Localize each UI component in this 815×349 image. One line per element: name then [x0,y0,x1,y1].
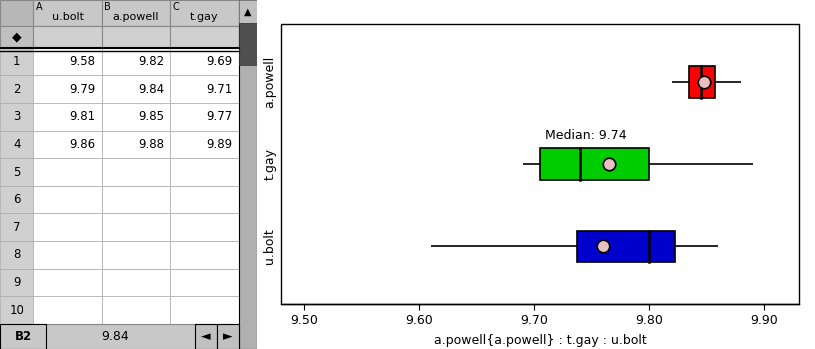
Text: 9: 9 [13,276,20,289]
Bar [0,324,46,349]
Text: Median: 9.74: Median: 9.74 [545,129,627,142]
Bar [170,48,239,75]
Bar [33,269,102,296]
Bar [102,48,170,75]
Text: a.powell: a.powell [112,12,159,22]
Bar [0,296,33,324]
Text: 9.86: 9.86 [69,138,95,151]
Bar [281,24,799,304]
Text: 9.84: 9.84 [102,330,130,343]
Bar [170,296,239,324]
Bar [102,26,170,48]
Bar [170,0,239,26]
Bar [102,296,170,324]
Bar [170,241,239,269]
Bar [170,26,239,48]
Bar [0,26,33,48]
Text: u.bolt: u.bolt [51,12,84,22]
Text: 6: 6 [13,193,20,206]
Bar [33,131,102,158]
Text: A: A [36,1,42,12]
Bar [0,186,33,214]
Text: 9.71: 9.71 [206,83,232,96]
Bar [170,103,239,131]
Text: 9.88: 9.88 [138,138,164,151]
Text: 9.79: 9.79 [69,83,95,96]
Text: ◆: ◆ [12,30,21,44]
Text: 9.89: 9.89 [206,138,232,151]
Bar [102,158,170,186]
Bar [102,214,170,241]
Bar [217,324,239,349]
Text: 1: 1 [13,55,20,68]
Bar [0,103,33,131]
Bar [0,158,33,186]
Bar [33,241,102,269]
Bar [170,131,239,158]
Bar [102,131,170,158]
Text: 9.85: 9.85 [138,110,164,123]
Bar [170,75,239,103]
Text: ▲: ▲ [244,6,252,16]
Text: 2: 2 [13,83,20,96]
Text: t.gay: t.gay [190,12,219,22]
X-axis label: a.powell{a.powell} : t.gay : u.bolt: a.powell{a.powell} : t.gay : u.bolt [434,334,646,347]
Bar [33,75,102,103]
Bar [170,214,239,241]
Bar [102,103,170,131]
Bar [540,148,650,180]
Bar [239,23,257,65]
Bar [102,241,170,269]
Text: 9.81: 9.81 [69,110,95,123]
Bar [0,269,33,296]
Text: ◄: ◄ [201,330,211,343]
Text: 9.77: 9.77 [206,110,232,123]
Bar [0,48,33,75]
Bar [102,269,170,296]
Bar [170,158,239,186]
Bar [33,26,102,48]
Text: B: B [104,1,111,12]
Bar [33,158,102,186]
Bar [102,0,170,26]
Bar [239,0,257,23]
Bar [102,75,170,103]
Bar [170,186,239,214]
Bar [0,241,33,269]
Bar [0,214,33,241]
Bar [0,75,33,103]
Bar [689,66,716,97]
Text: B2: B2 [15,330,32,343]
Bar [0,131,33,158]
Text: 7: 7 [13,221,20,234]
Text: 3: 3 [13,110,20,123]
Bar [33,103,102,131]
Text: 5: 5 [13,165,20,179]
Text: 9.84: 9.84 [138,83,164,96]
Text: 10: 10 [9,304,24,317]
Bar [195,324,217,349]
Bar [33,0,102,26]
Bar [33,48,102,75]
Text: 9.82: 9.82 [138,55,164,68]
Text: 9.69: 9.69 [206,55,232,68]
Bar [102,186,170,214]
Text: ►: ► [223,330,232,343]
Bar [0,0,33,26]
Bar [33,296,102,324]
Text: 9.58: 9.58 [69,55,95,68]
Text: C: C [173,1,179,12]
Bar [33,186,102,214]
Bar [33,214,102,241]
Bar [577,231,675,262]
Text: 8: 8 [13,248,20,261]
Bar [239,0,257,349]
Bar [170,269,239,296]
Bar [0,324,239,349]
Text: 4: 4 [13,138,20,151]
